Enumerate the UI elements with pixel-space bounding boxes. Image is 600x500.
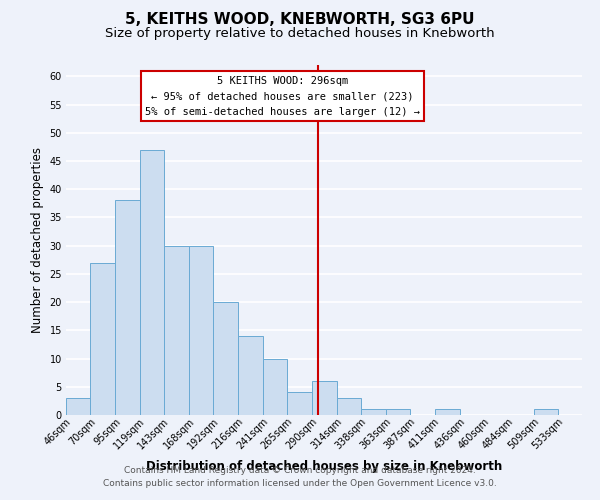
- Bar: [337, 398, 361, 415]
- Bar: [164, 246, 189, 415]
- Bar: [386, 410, 410, 415]
- Text: 5, KEITHS WOOD, KNEBWORTH, SG3 6PU: 5, KEITHS WOOD, KNEBWORTH, SG3 6PU: [125, 12, 475, 28]
- Y-axis label: Number of detached properties: Number of detached properties: [31, 147, 44, 333]
- Bar: [287, 392, 313, 415]
- Bar: [140, 150, 164, 415]
- Bar: [434, 410, 460, 415]
- Bar: [263, 358, 287, 415]
- X-axis label: Distribution of detached houses by size in Knebworth: Distribution of detached houses by size …: [146, 460, 502, 472]
- Bar: [361, 410, 386, 415]
- Bar: [115, 200, 140, 415]
- Text: 5 KEITHS WOOD: 296sqm
← 95% of detached houses are smaller (223)
5% of semi-deta: 5 KEITHS WOOD: 296sqm ← 95% of detached …: [145, 76, 420, 116]
- Bar: [238, 336, 263, 415]
- Bar: [533, 410, 558, 415]
- Bar: [189, 246, 214, 415]
- Text: Size of property relative to detached houses in Knebworth: Size of property relative to detached ho…: [105, 28, 495, 40]
- Bar: [313, 381, 337, 415]
- Bar: [90, 262, 115, 415]
- Bar: [66, 398, 90, 415]
- Bar: [214, 302, 238, 415]
- Text: Contains HM Land Registry data © Crown copyright and database right 2024.
Contai: Contains HM Land Registry data © Crown c…: [103, 466, 497, 487]
